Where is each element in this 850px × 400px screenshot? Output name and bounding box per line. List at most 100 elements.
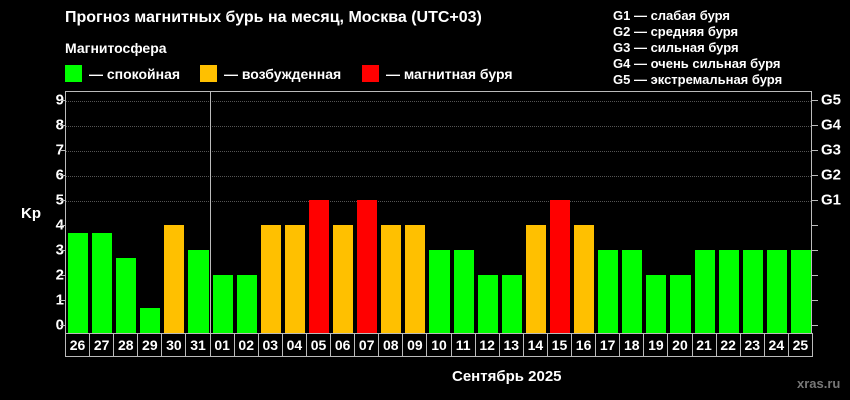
x-tick-label: 31 xyxy=(185,333,211,357)
x-tick-label: 06 xyxy=(330,333,356,357)
bar-day-05 xyxy=(308,200,330,333)
x-tick-label: 10 xyxy=(426,333,452,357)
bar-day-07 xyxy=(357,200,378,333)
gridline xyxy=(66,126,811,127)
month-separator xyxy=(209,92,211,333)
bar-day-06 xyxy=(333,225,354,333)
legend-label: — спокойная xyxy=(89,65,181,82)
bar-day-24 xyxy=(766,250,787,333)
y-tick-mark xyxy=(60,175,65,176)
x-tick-label: 02 xyxy=(233,333,259,357)
x-tick-label: 18 xyxy=(619,333,645,357)
legend-item-excited: — возбужденная xyxy=(200,65,341,82)
bar-day-17 xyxy=(598,250,619,333)
x-tick-label: 26 xyxy=(65,333,91,357)
y-tick-label: 0 xyxy=(55,316,64,334)
x-tick-label: 20 xyxy=(667,333,693,357)
x-tick-label: 17 xyxy=(595,333,621,357)
x-tick-label: 16 xyxy=(571,333,597,357)
y-tick-label: 7 xyxy=(55,141,64,159)
x-tick-label: 03 xyxy=(257,333,283,357)
g-scale-legend: G1 — слабая буря G2 — средняя буря G3 — … xyxy=(613,8,782,88)
g-level-label: G2 xyxy=(821,166,842,184)
bar-day-27 xyxy=(92,233,113,333)
y-tick-mark xyxy=(60,225,65,226)
y-tick-label: 5 xyxy=(55,191,64,209)
legend-item-calm: — спокойная xyxy=(65,65,180,82)
x-tick-label: 08 xyxy=(378,333,404,357)
y-tick-mark xyxy=(60,200,65,201)
g-legend-item: G5 — экстремальная буря xyxy=(613,72,783,87)
g-legend-item: G1 — слабая буря xyxy=(613,8,731,23)
right-tick-mark xyxy=(812,175,818,176)
x-tick-label: 24 xyxy=(763,333,789,357)
y-tick-label: 8 xyxy=(55,116,64,134)
right-tick-mark xyxy=(812,225,818,226)
right-tick-mark xyxy=(812,150,818,151)
x-tick-label: 29 xyxy=(137,333,163,357)
y-tick-label: 4 xyxy=(55,216,64,234)
y-axis-label: Kp xyxy=(21,205,41,222)
x-tick-label: 15 xyxy=(546,333,573,357)
right-tick-mark xyxy=(812,100,818,101)
right-tick-mark xyxy=(812,325,818,326)
x-tick-label: 11 xyxy=(450,333,476,357)
x-tick-label: 27 xyxy=(89,333,115,357)
bar-day-16 xyxy=(574,225,595,333)
bar-day-30 xyxy=(164,225,185,333)
watermark: xras.ru xyxy=(797,376,841,391)
x-tick-label: 19 xyxy=(643,333,669,357)
y-tick-mark xyxy=(60,325,65,326)
bar-day-11 xyxy=(453,250,474,333)
chart-title: Прогноз магнитных бурь на месяц, Москва … xyxy=(65,9,482,26)
right-tick-mark xyxy=(812,275,818,276)
g-legend-item: G2 — средняя буря xyxy=(613,24,739,39)
bar-day-20 xyxy=(670,275,691,333)
bar-day-09 xyxy=(405,225,426,333)
gridline xyxy=(66,176,811,177)
y-tick-label: 2 xyxy=(55,266,64,284)
x-tick-label: 25 xyxy=(787,333,813,357)
x-tick-label: 04 xyxy=(281,333,307,357)
bar-day-08 xyxy=(381,225,402,333)
calm-swatch-icon xyxy=(65,65,82,82)
y-tick-mark xyxy=(60,300,65,301)
g-legend-item: G4 — очень сильная буря xyxy=(613,56,781,71)
bar-day-23 xyxy=(742,250,763,333)
right-tick-mark xyxy=(812,125,818,126)
bar-day-03 xyxy=(260,225,281,333)
legend-label: — возбужденная xyxy=(224,65,342,82)
y-tick-mark xyxy=(60,100,65,101)
bar-day-02 xyxy=(236,275,257,333)
bar-day-12 xyxy=(477,275,498,333)
y-tick-label: 9 xyxy=(55,91,64,109)
gridline xyxy=(66,101,811,102)
bar-day-26 xyxy=(68,233,89,333)
x-axis-label: Сентябрь 2025 xyxy=(452,368,562,385)
bar-day-10 xyxy=(429,250,450,333)
x-tick-label: 07 xyxy=(354,333,380,357)
x-tick-label: 13 xyxy=(498,333,524,357)
x-tick-label: 14 xyxy=(522,333,548,357)
right-tick-mark xyxy=(812,300,818,301)
x-tick-label: 09 xyxy=(402,333,428,357)
g-level-label: G3 xyxy=(821,141,842,159)
bar-day-21 xyxy=(694,250,715,333)
y-tick-mark xyxy=(60,250,65,251)
legend-label: — магнитная буря xyxy=(386,65,513,82)
g-level-label: G4 xyxy=(821,116,842,134)
bar-day-13 xyxy=(501,275,522,333)
y-tick-label: 6 xyxy=(55,166,64,184)
magnetosphere-label: Магнитосфера xyxy=(65,40,167,56)
x-axis-day-labels: 26 27 28 29 30 31 01 02 03 04 05 06 07 08 09 10 11 12 13 14… xyxy=(65,333,813,357)
legend-item-storm: — магнитная буря xyxy=(362,65,513,82)
gridline xyxy=(66,151,811,152)
x-tick-label: 12 xyxy=(474,333,500,357)
bar-day-04 xyxy=(284,225,305,333)
bar-day-01 xyxy=(212,275,233,333)
bar-day-14 xyxy=(525,225,546,333)
y-tick-label: 3 xyxy=(55,241,64,259)
bar-day-15 xyxy=(549,200,571,333)
x-tick-label: 22 xyxy=(715,333,741,357)
y-tick-mark xyxy=(60,275,65,276)
